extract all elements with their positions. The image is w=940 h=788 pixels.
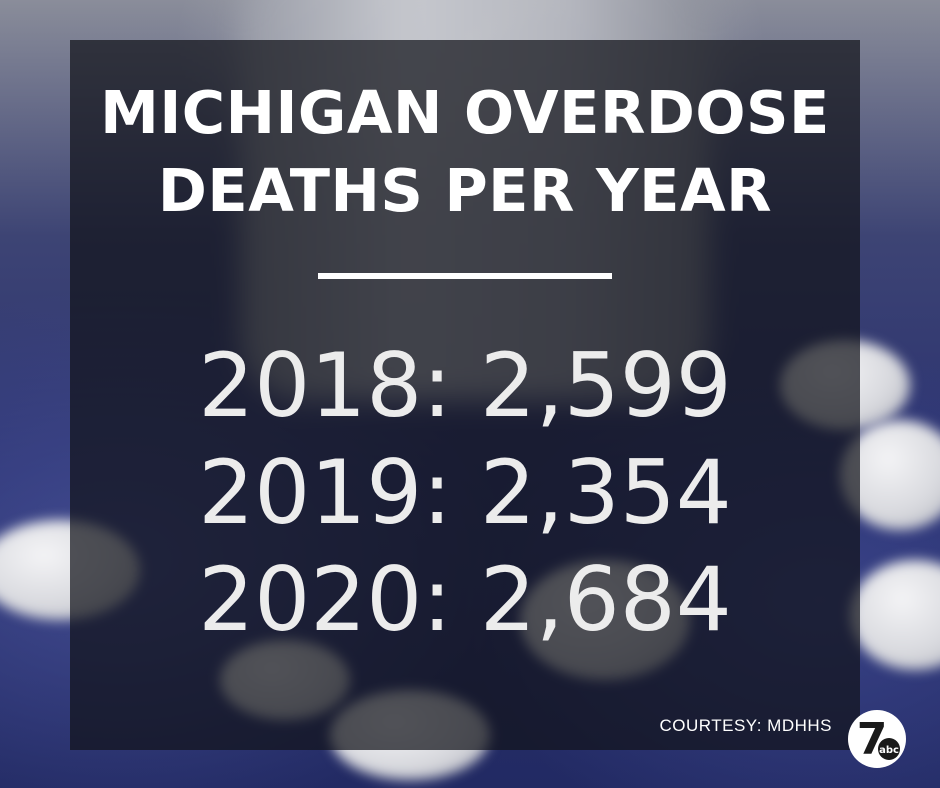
logo-network: abc bbox=[879, 745, 899, 756]
headline: MICHIGAN OVERDOSE DEATHS PER YEAR bbox=[70, 74, 860, 230]
stat-2018: 2018: 2,599 bbox=[198, 334, 732, 437]
headline-line-1: MICHIGAN OVERDOSE bbox=[100, 78, 830, 147]
stat-2020: 2020: 2,684 bbox=[198, 548, 732, 651]
yearly-stats: 2018: 2,599 2019: 2,354 2020: 2,684 bbox=[70, 332, 860, 653]
stat-2019: 2019: 2,354 bbox=[198, 441, 732, 544]
headline-line-2: DEATHS PER YEAR bbox=[157, 156, 773, 225]
source-credit: COURTESY: MDHHS bbox=[659, 716, 832, 735]
title-divider bbox=[318, 273, 612, 279]
channel-7-abc-logo-icon: 7 abc bbox=[848, 710, 906, 768]
background-pill bbox=[850, 560, 940, 670]
dark-overlay-panel bbox=[70, 40, 860, 750]
